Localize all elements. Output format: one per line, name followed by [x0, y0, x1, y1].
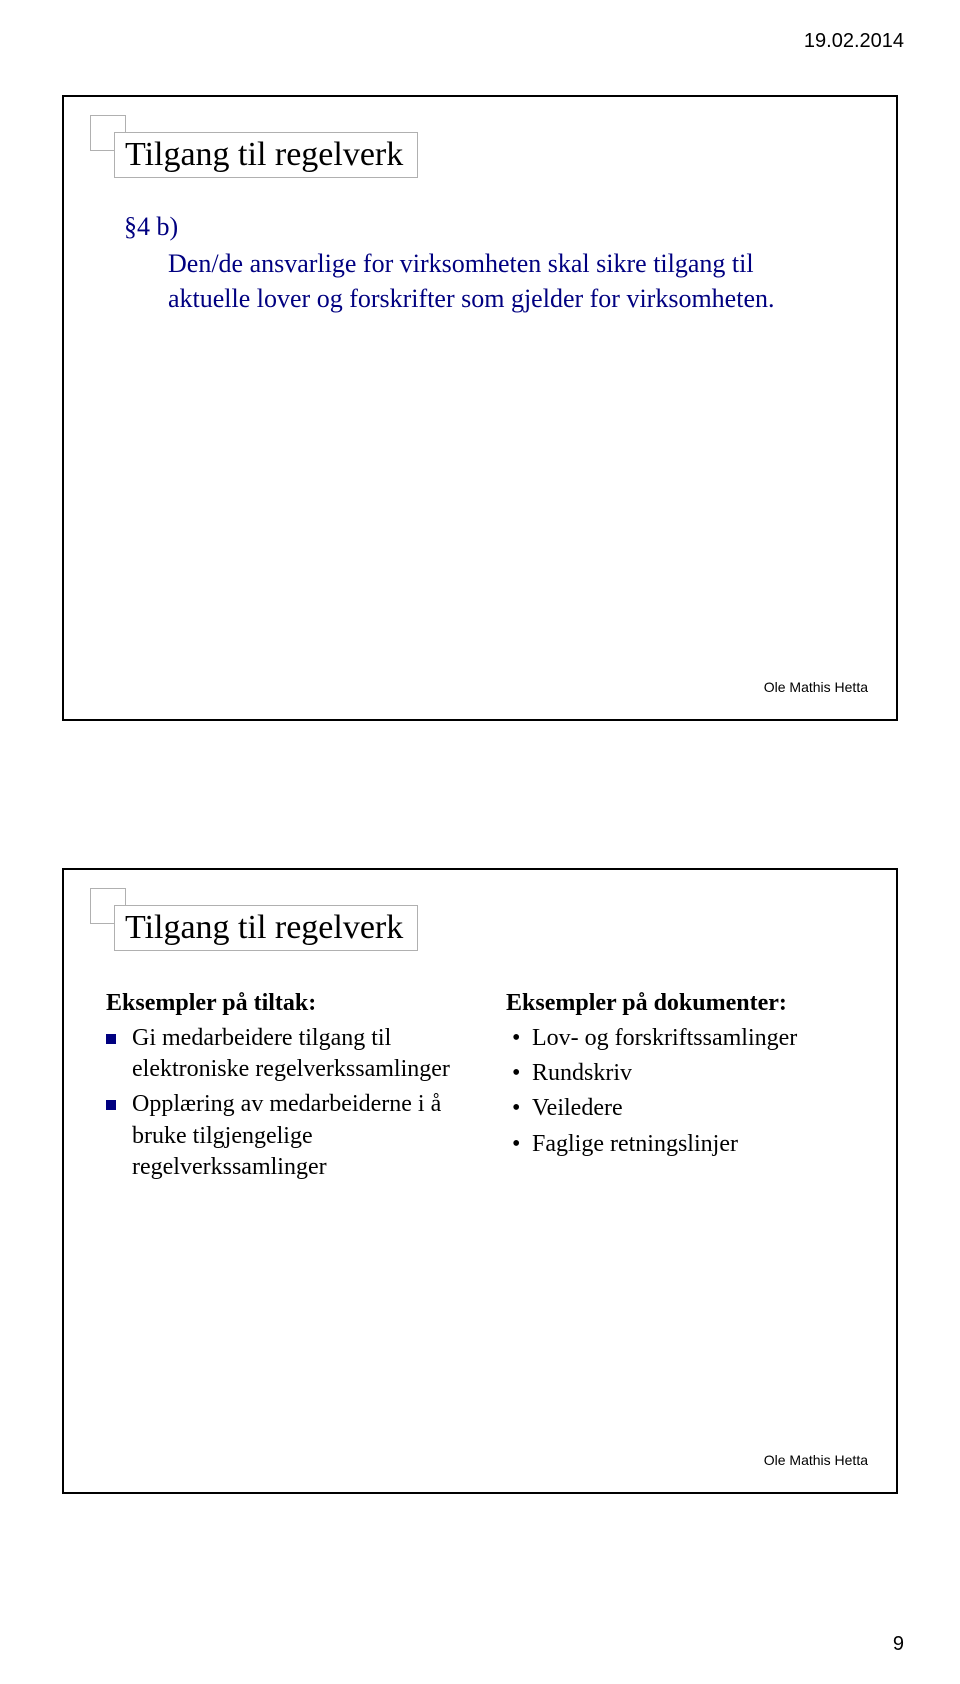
slide-1-title: Tilgang til regelverk: [114, 132, 418, 178]
slide-2-right-heading: Eksempler på dokumenter:: [506, 990, 866, 1017]
list-item: Gi medarbeidere tilgang til elektroniske…: [106, 1023, 466, 1085]
slide-1: Tilgang til regelverk §4 b) Den/de ansva…: [62, 95, 898, 721]
slide-2-columns: Eksempler på tiltak: Gi medarbeidere til…: [106, 990, 866, 1187]
slide-2-right-column: Eksempler på dokumenter: Lov- og forskri…: [506, 990, 866, 1187]
page-header-date: 19.02.2014: [804, 30, 904, 53]
list-item: Opplæring av medarbeiderne i å bruke til…: [106, 1089, 466, 1183]
slide-2-left-heading: Eksempler på tiltak:: [106, 990, 466, 1017]
slide-2-right-list: Lov- og forskriftssamlinger Rundskriv Ve…: [506, 1023, 866, 1160]
slide-2: Tilgang til regelverk Eksempler på tilta…: [62, 868, 898, 1494]
list-item: Faglige retningslinjer: [506, 1129, 866, 1160]
list-item: Lov- og forskriftssamlinger: [506, 1023, 866, 1054]
list-item: Rundskriv: [506, 1058, 866, 1089]
slide-1-footer: Ole Mathis Hetta: [764, 679, 868, 695]
slide-2-title: Tilgang til regelverk: [114, 905, 418, 951]
list-item: Veiledere: [506, 1093, 866, 1124]
slide-2-footer: Ole Mathis Hetta: [764, 1452, 868, 1468]
slide-1-paragraph: Den/de ansvarlige for virksomheten skal …: [124, 246, 824, 316]
slide-2-title-block: Tilgang til regelverk: [104, 902, 430, 954]
slide-2-left-list: Gi medarbeidere tilgang til elektroniske…: [106, 1023, 466, 1183]
slide-1-title-block: Tilgang til regelverk: [104, 129, 430, 181]
slide-1-body: §4 b) Den/de ansvarlige for virksomheten…: [124, 209, 824, 316]
slide-2-left-column: Eksempler på tiltak: Gi medarbeidere til…: [106, 990, 466, 1187]
page-number: 9: [893, 1633, 904, 1656]
slide-1-section-label: §4 b): [124, 209, 824, 244]
